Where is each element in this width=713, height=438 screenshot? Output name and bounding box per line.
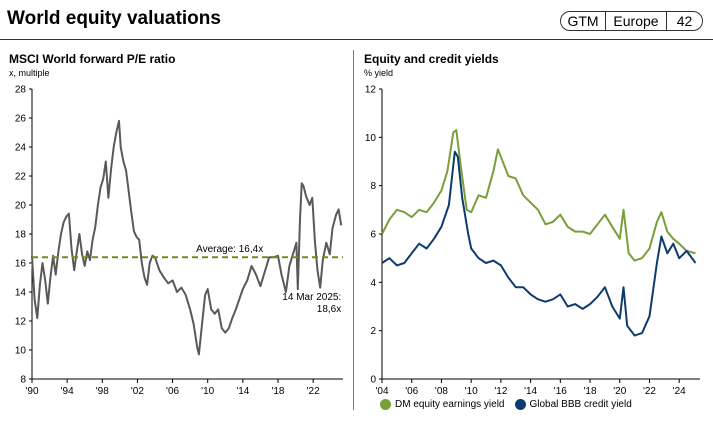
legend-swatch-earnings xyxy=(380,399,391,410)
right-x-tick-label: '06 xyxy=(405,386,418,397)
legend-label-bbb: Global BBB credit yield xyxy=(529,399,632,410)
right-y-tick-label: 2 xyxy=(370,326,376,337)
left-chart-title: MSCI World forward P/E ratio xyxy=(9,52,176,66)
left-y-tick-label: 16 xyxy=(15,259,27,270)
latest-annotation-value: 18,6x xyxy=(317,304,341,315)
legend-item-bbb: Global BBB credit yield xyxy=(514,399,632,410)
average-label: Average: 16,4x xyxy=(196,244,263,255)
left-x-tick-label: '06 xyxy=(166,386,179,397)
right-x-tick-label: '16 xyxy=(554,386,567,397)
left-y-tick-label: 22 xyxy=(15,172,27,183)
right-x-tick-label: '24 xyxy=(673,386,686,397)
right-y-tick-label: 10 xyxy=(365,133,377,144)
badge-gtm: GTM xyxy=(561,12,606,30)
right-y-tick-label: 6 xyxy=(370,230,376,241)
left-chart-ylabel: x, multiple xyxy=(9,68,50,78)
right-x-tick-label: '18 xyxy=(584,386,597,397)
right-x-tick-label: '14 xyxy=(524,386,537,397)
right-y-tick-label: 12 xyxy=(365,85,377,96)
left-y-tick-label: 12 xyxy=(15,317,27,328)
right-x-tick-label: '08 xyxy=(435,386,448,397)
pe-ratio-line xyxy=(31,119,343,356)
badge-page-number: 42 xyxy=(676,13,693,29)
left-x-tick-label: '10 xyxy=(201,386,214,397)
right-x-tick-label: '22 xyxy=(643,386,656,397)
left-y-tick-label: 18 xyxy=(15,230,27,241)
left-y-tick-label: 24 xyxy=(15,143,27,154)
left-x-tick-label: '98 xyxy=(96,386,109,397)
badge-region: Europe xyxy=(606,12,667,30)
left-y-tick-label: 10 xyxy=(15,346,27,357)
right-chart-title: Equity and credit yields xyxy=(364,52,499,66)
legend-label-earnings: DM equity earnings yield xyxy=(395,399,505,410)
legend-item-earnings: DM equity earnings yield xyxy=(380,399,505,410)
right-y-tick-label: 4 xyxy=(370,278,376,289)
left-x-tick-label: '18 xyxy=(271,386,284,397)
right-y-tick-label: 0 xyxy=(370,375,376,386)
earnings-yield-line xyxy=(381,129,696,262)
latest-annotation-date: 14 Mar 2025: xyxy=(282,292,341,303)
left-y-tick-label: 26 xyxy=(15,114,27,125)
left-x-tick-label: '94 xyxy=(61,386,74,397)
left-x-tick-label: '14 xyxy=(236,386,249,397)
right-chart-legend: DM equity earnings yield Global BBB cred… xyxy=(380,399,642,410)
left-y-tick-label: 8 xyxy=(20,375,26,386)
page-title: World equity valuations xyxy=(7,8,221,29)
left-y-tick-label: 14 xyxy=(15,288,27,299)
right-x-tick-label: '12 xyxy=(494,386,507,397)
bbb-yield-line xyxy=(381,150,697,337)
panel-divider xyxy=(353,50,354,410)
left-y-tick-label: 28 xyxy=(15,85,27,96)
right-x-tick-label: '04 xyxy=(375,386,388,397)
left-x-tick-label: '22 xyxy=(307,386,320,397)
legend-swatch-bbb xyxy=(514,399,526,410)
right-chart-ylabel: % yield xyxy=(364,68,394,78)
page-badge: GTM Europe 42 xyxy=(560,11,703,31)
left-y-tick-label: 20 xyxy=(15,201,27,212)
right-x-tick-label: '20 xyxy=(613,386,626,397)
left-x-tick-label: '90 xyxy=(25,386,38,397)
right-x-tick-label: '10 xyxy=(465,386,478,397)
left-x-tick-label: '02 xyxy=(131,386,144,397)
header-rule xyxy=(0,39,713,40)
right-y-tick-label: 8 xyxy=(370,181,376,192)
